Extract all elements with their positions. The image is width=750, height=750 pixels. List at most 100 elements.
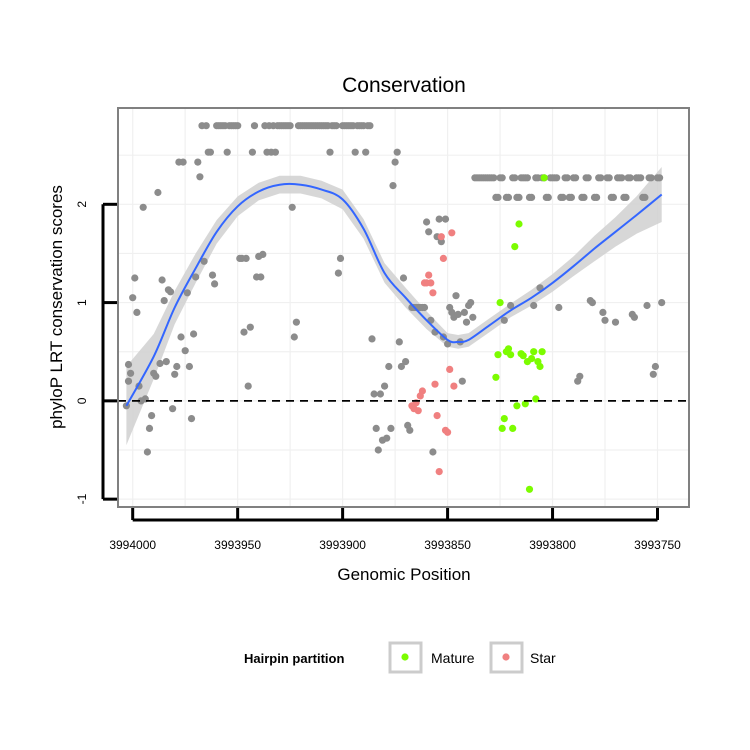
- point-other: [460, 308, 468, 316]
- point-other: [190, 330, 198, 338]
- point-other: [196, 173, 204, 181]
- point-other: [515, 193, 523, 201]
- point-other: [332, 122, 340, 130]
- point-other: [206, 148, 214, 156]
- point-other: [494, 193, 502, 201]
- legend-key-mature: [401, 653, 409, 661]
- point-other: [271, 148, 279, 156]
- point-other: [127, 369, 135, 377]
- point-other: [435, 215, 443, 223]
- point-other: [441, 215, 450, 223]
- point-other: [567, 193, 576, 201]
- point-star: [439, 254, 447, 262]
- point-other: [290, 333, 298, 341]
- point-star: [427, 279, 435, 287]
- point-other: [288, 203, 296, 211]
- point-mature: [532, 395, 540, 403]
- y-tick-label: 0: [75, 397, 89, 404]
- point-star: [446, 365, 454, 373]
- smooth-line: [125, 182, 663, 407]
- point-other: [242, 254, 250, 262]
- x-tick-label: 3993800: [529, 538, 576, 552]
- point-other: [148, 412, 156, 420]
- point-other: [246, 323, 254, 331]
- point-other: [530, 301, 538, 310]
- y-axis-title: phyloP LRT conservation scores: [47, 185, 66, 429]
- point-other: [250, 122, 259, 130]
- point-other: [656, 174, 664, 182]
- point-star: [414, 407, 422, 415]
- point-mature: [509, 424, 517, 432]
- point-other: [393, 148, 401, 156]
- point-other: [383, 434, 391, 442]
- legend-key-star: [502, 653, 510, 661]
- point-other: [420, 303, 429, 312]
- point-other: [160, 297, 168, 305]
- point-other: [124, 377, 133, 385]
- point-other: [588, 299, 597, 307]
- point-other: [462, 318, 471, 326]
- y-tick-label: -1: [75, 493, 89, 504]
- point-other: [162, 358, 170, 366]
- point-other: [374, 446, 382, 454]
- point-other: [366, 122, 374, 130]
- point-other: [597, 174, 605, 182]
- x-tick-label: 3993850: [424, 538, 471, 552]
- point-other: [609, 193, 618, 201]
- legend: Hairpin partition Mature Star: [244, 641, 556, 674]
- point-other: [637, 174, 645, 182]
- point-other: [500, 316, 508, 324]
- y-axis: -1 0 1 2: [75, 201, 117, 504]
- point-other: [223, 148, 231, 156]
- point-other: [444, 340, 452, 348]
- point-other: [469, 313, 477, 321]
- point-mature: [515, 220, 523, 228]
- point-mature: [536, 362, 544, 371]
- point-other: [385, 362, 393, 371]
- point-other: [389, 182, 397, 190]
- point-star: [418, 387, 426, 395]
- point-star: [448, 229, 456, 237]
- point-other: [372, 424, 380, 432]
- point-other: [158, 276, 166, 284]
- point-other: [131, 274, 139, 282]
- point-mature: [538, 348, 546, 356]
- point-other: [544, 193, 552, 201]
- point-mature: [525, 485, 534, 493]
- point-other: [145, 424, 154, 432]
- point-other: [326, 148, 334, 156]
- point-other: [171, 370, 179, 378]
- point-star: [433, 412, 441, 420]
- point-other: [177, 333, 185, 341]
- point-other: [334, 269, 342, 277]
- x-tick-label: 3993750: [634, 538, 681, 552]
- point-other: [402, 358, 410, 366]
- point-other: [362, 148, 370, 156]
- point-other: [576, 372, 584, 380]
- point-other: [208, 271, 217, 279]
- legend-label-star: Star: [530, 650, 556, 666]
- point-mature: [519, 352, 527, 360]
- point-other: [605, 174, 613, 182]
- point-other: [133, 308, 141, 316]
- point-other: [458, 377, 466, 385]
- plot-border: [117, 107, 690, 508]
- point-other: [507, 301, 515, 310]
- point-other: [563, 174, 571, 182]
- point-mature: [511, 243, 519, 251]
- point-other: [406, 426, 414, 434]
- point-other: [601, 316, 609, 324]
- point-other: [248, 148, 256, 156]
- point-other: [179, 158, 187, 166]
- point-other: [183, 289, 191, 297]
- point-other: [622, 193, 630, 201]
- x-tick-label: 3993950: [214, 538, 261, 552]
- point-other: [572, 174, 580, 182]
- point-other: [211, 280, 219, 288]
- point-mature: [492, 373, 500, 381]
- point-star: [450, 382, 458, 390]
- point-other: [154, 188, 162, 197]
- point-other: [124, 360, 133, 369]
- point-mature: [540, 174, 548, 182]
- point-other: [152, 372, 160, 380]
